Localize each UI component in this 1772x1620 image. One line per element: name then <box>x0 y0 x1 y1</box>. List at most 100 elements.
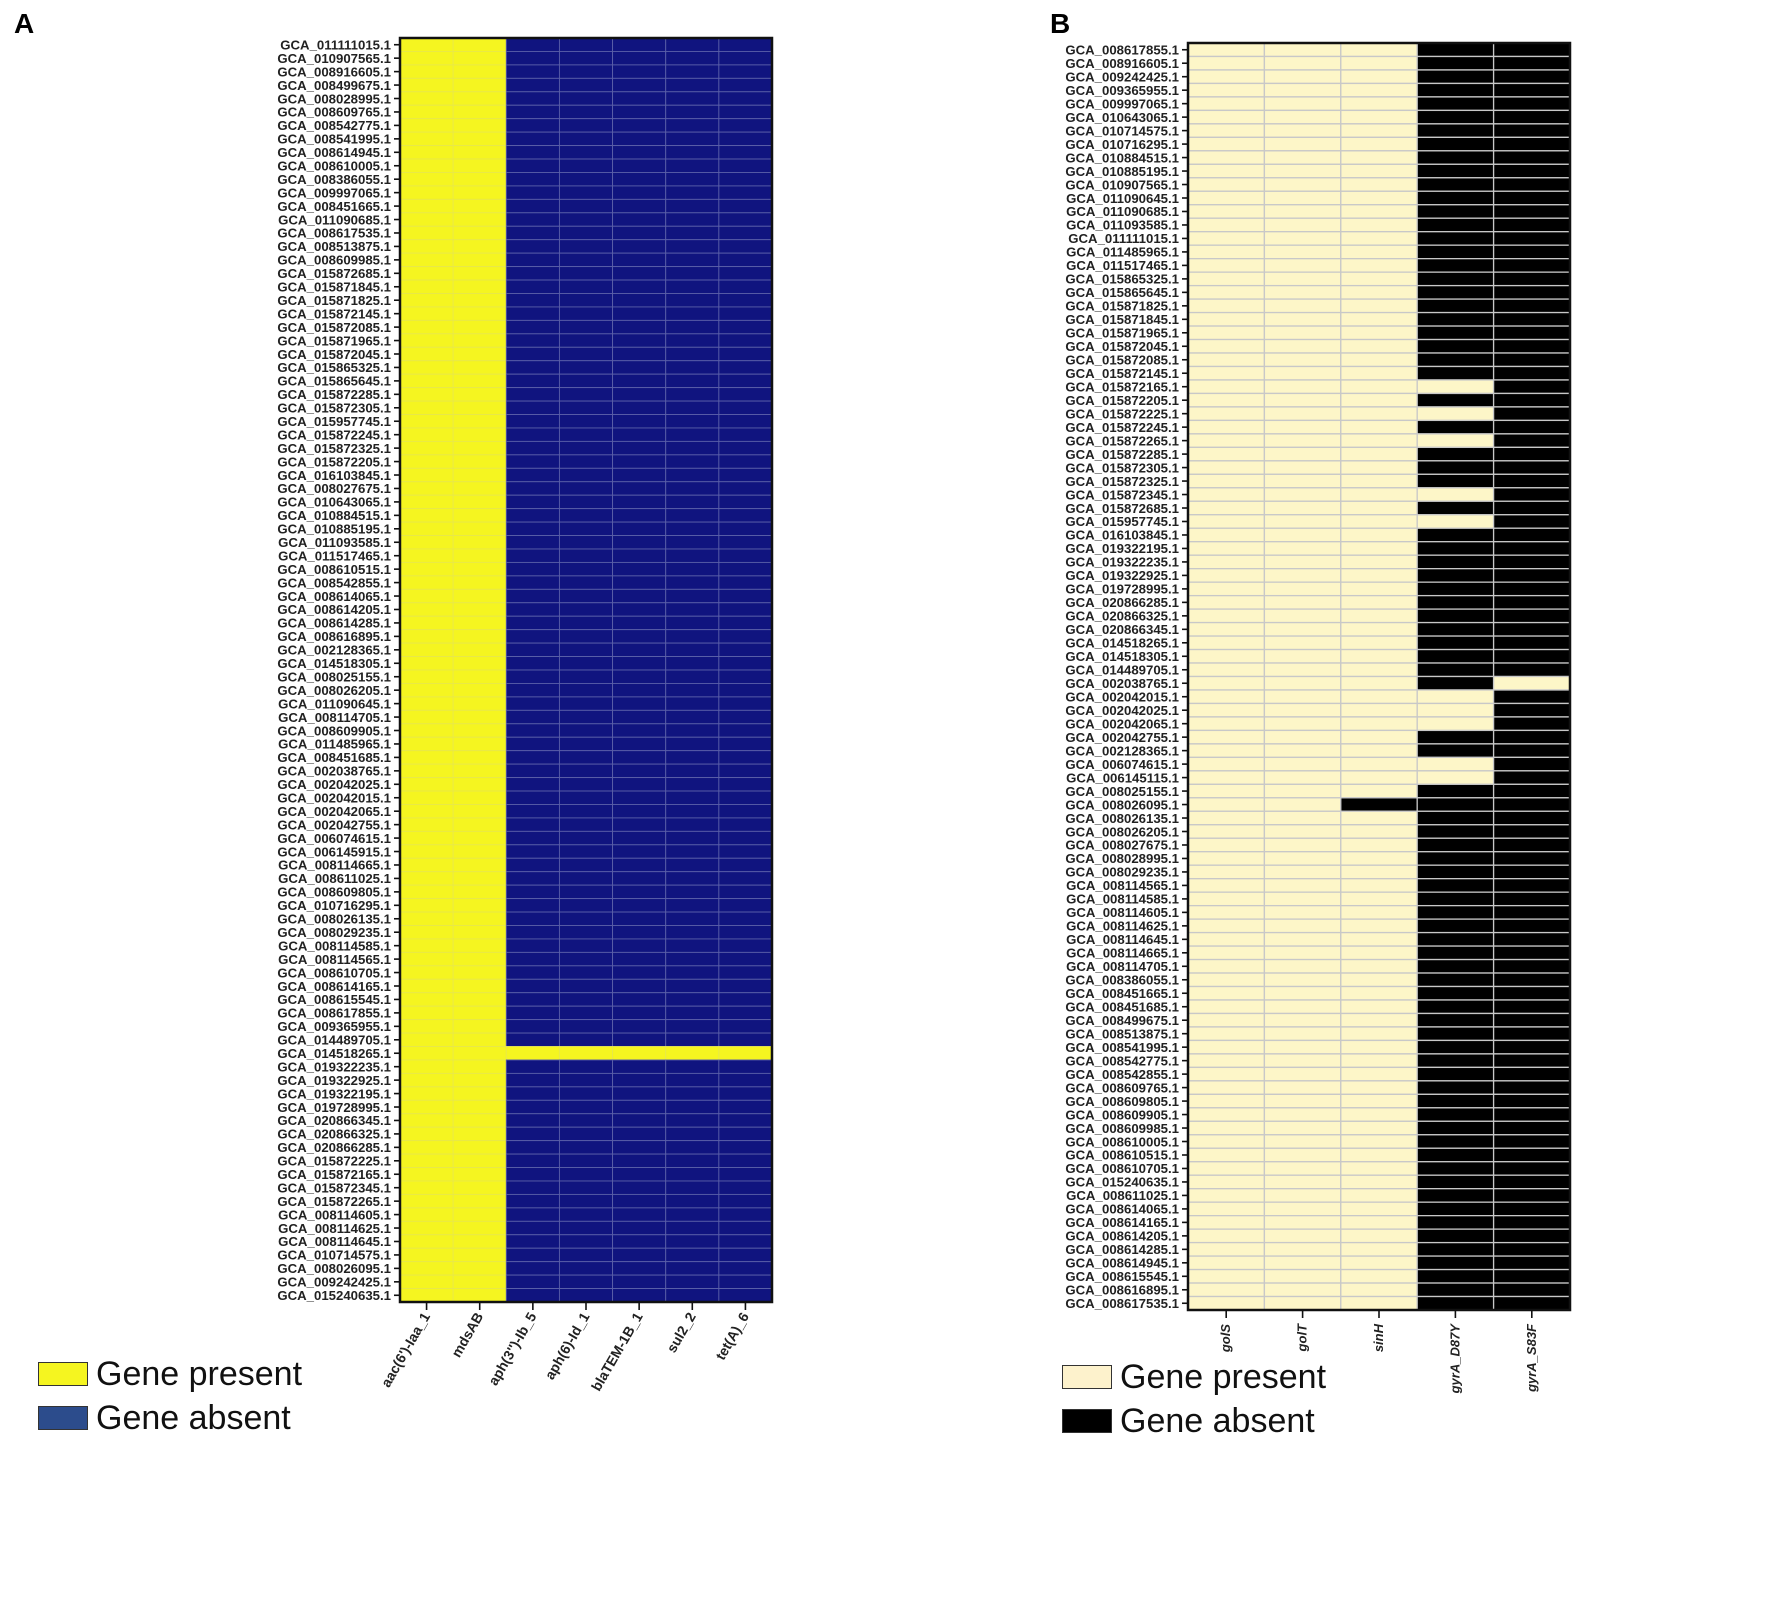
heatmap-a: GCA_011111015.1GCA_010907565.1GCA_008916… <box>277 36 774 1394</box>
heatmap-cell <box>505 629 560 644</box>
heatmap-cell <box>399 185 454 200</box>
heatmap-cell <box>1263 338 1342 354</box>
heatmap-cell <box>665 387 720 402</box>
heatmap-cell <box>1263 244 1342 260</box>
heatmap-cell <box>1340 743 1418 759</box>
heatmap-cell <box>665 64 720 79</box>
heatmap-cell <box>1263 1012 1342 1028</box>
heatmap-cell <box>558 1180 614 1195</box>
row-label: GCA_015871845.1 <box>277 280 391 295</box>
heatmap-cell <box>1492 864 1571 880</box>
heatmap-cell <box>452 669 507 684</box>
row-label: GCA_015240635.1 <box>1065 1175 1179 1190</box>
heatmap-cell <box>505 1274 560 1290</box>
heatmap-cell <box>558 333 614 348</box>
heatmap-cell <box>1416 729 1495 745</box>
heatmap-cell <box>1416 82 1495 98</box>
heatmap-cell <box>1340 716 1418 732</box>
heatmap-cell <box>505 830 560 846</box>
heatmap-cell <box>612 1247 667 1263</box>
heatmap-cell <box>1416 999 1495 1015</box>
heatmap-cell <box>665 494 720 510</box>
column-label: golS <box>1218 1324 1233 1353</box>
heatmap-cell <box>665 346 720 362</box>
heatmap-cell <box>452 521 507 536</box>
heatmap-cell <box>1187 123 1266 139</box>
heatmap-cell <box>718 427 773 442</box>
heatmap-cell <box>399 414 454 429</box>
row-label: GCA_019322195.1 <box>1065 541 1179 556</box>
heatmap-cell <box>505 736 560 752</box>
heatmap-cell <box>452 535 507 550</box>
row-label: GCA_008614165.1 <box>1065 1215 1179 1230</box>
heatmap-cell <box>1492 918 1571 934</box>
heatmap-cell <box>399 817 454 832</box>
heatmap-cell <box>452 158 507 173</box>
row-label: GCA_009242425.1 <box>277 1275 391 1290</box>
heatmap-cell <box>1263 392 1342 408</box>
heatmap-cell <box>1492 338 1571 354</box>
heatmap-cell <box>1263 594 1342 610</box>
heatmap-cell <box>665 723 720 738</box>
heatmap-cell <box>505 481 560 496</box>
row-label: GCA_002042015.1 <box>1065 689 1179 704</box>
heatmap-cell <box>399 723 454 738</box>
heatmap-cell <box>399 575 454 590</box>
heatmap-cell <box>718 481 773 496</box>
heatmap-cell <box>505 1247 560 1263</box>
heatmap-cell <box>612 158 667 173</box>
heatmap-cell <box>399 682 454 698</box>
heatmap-cell <box>1416 918 1495 934</box>
heatmap-cell <box>452 857 507 873</box>
heatmap-cell <box>505 467 560 483</box>
heatmap-cell <box>665 400 720 415</box>
heatmap-cell <box>452 763 507 779</box>
row-label: GCA_008026135.1 <box>277 912 391 927</box>
row-label: GCA_015872305.1 <box>277 401 391 416</box>
heatmap-cell <box>505 615 560 631</box>
heatmap-cell <box>1416 69 1495 85</box>
heatmap-cell <box>665 857 720 873</box>
heatmap-cell <box>558 1019 614 1034</box>
heatmap-cell <box>1340 163 1418 179</box>
heatmap-cell <box>1492 204 1571 219</box>
heatmap-cell <box>718 736 773 752</box>
heatmap-cell <box>1492 837 1571 853</box>
heatmap-cell <box>612 992 667 1007</box>
heatmap-cell <box>505 64 560 79</box>
heatmap-cell <box>1492 675 1571 691</box>
heatmap-cell <box>399 1247 454 1263</box>
column-label: aph(6)-Id_1 <box>541 1309 592 1382</box>
row-label: GCA_008026205.1 <box>1065 824 1179 839</box>
heatmap-cell <box>718 1261 773 1276</box>
heatmap-cell <box>718 319 773 335</box>
heatmap-cell <box>1187 500 1266 516</box>
heatmap-cell <box>1187 851 1266 866</box>
heatmap-cell <box>399 252 454 268</box>
heatmap-cell <box>558 1059 614 1074</box>
heatmap-cell <box>505 521 560 536</box>
heatmap-cell <box>1340 352 1418 368</box>
heatmap-cell <box>452 172 507 187</box>
heatmap-cell <box>665 938 720 953</box>
heatmap-cell <box>612 736 667 752</box>
row-label: GCA_008541995.1 <box>277 132 391 147</box>
heatmap-cell <box>1416 311 1495 327</box>
row-label: GCA_008609765.1 <box>277 105 391 120</box>
heatmap-cell <box>1492 69 1571 85</box>
heatmap-cell <box>1263 96 1342 112</box>
heatmap-cell <box>1263 756 1342 772</box>
heatmap-cell <box>1340 150 1418 165</box>
heatmap-cell <box>399 978 454 994</box>
heatmap-cell <box>452 279 507 294</box>
heatmap-cell <box>1187 298 1266 314</box>
heatmap-cell <box>1263 163 1342 179</box>
heatmap-cell <box>1187 1161 1266 1176</box>
heatmap-cell <box>452 454 507 469</box>
heatmap-cell <box>1340 109 1418 125</box>
heatmap-cell <box>505 602 560 617</box>
heatmap-cell <box>665 629 720 644</box>
heatmap-cell <box>1340 1120 1418 1136</box>
heatmap-cell <box>1263 109 1342 125</box>
heatmap-cell <box>665 696 720 711</box>
